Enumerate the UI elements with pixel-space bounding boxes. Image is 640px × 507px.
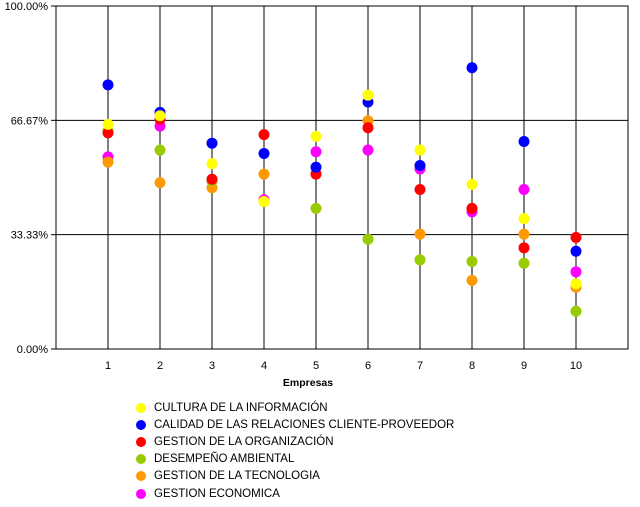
x-tick-label: 9: [521, 360, 527, 372]
data-point: [310, 146, 322, 158]
data-point: [518, 257, 530, 269]
data-point: [102, 127, 114, 139]
legend-item: GESTION ECONOMICA: [136, 485, 280, 502]
data-point: [362, 89, 374, 101]
data-point: [414, 184, 426, 196]
x-tick-label: 8: [469, 360, 475, 372]
legend-item: GESTION DE LA TECNOLOGIA: [136, 468, 320, 485]
data-point: [570, 232, 582, 244]
data-point: [310, 202, 322, 214]
grid-lines: [51, 5, 629, 350]
legend-swatch: [136, 436, 146, 447]
legend-item: CALIDAD DE LAS RELACIONES CLIENTE-PROVEE…: [136, 416, 454, 433]
data-point: [570, 305, 582, 317]
data-point: [258, 147, 270, 159]
y-tick-label: 100.00%: [5, 1, 49, 13]
legend-item: CULTURA DE LA INFORMACIÓN: [136, 399, 328, 416]
data-point: [570, 278, 582, 290]
data-point: [518, 184, 530, 196]
data-point: [570, 245, 582, 257]
plot-area-frame: [55, 5, 629, 350]
data-point: [154, 110, 166, 122]
data-point: [362, 122, 374, 134]
data-point: [310, 130, 322, 142]
data-point: [414, 159, 426, 171]
data-point: [362, 144, 374, 156]
data-point: [102, 79, 114, 91]
data-point: [258, 168, 270, 180]
data-point: [258, 196, 270, 208]
legend-label: CULTURA DE LA INFORMACIÓN: [154, 401, 328, 414]
data-point: [414, 254, 426, 266]
data-point: [518, 242, 530, 254]
y-tick-label: 0.00%: [17, 344, 48, 356]
x-tick-label: 1: [105, 360, 111, 372]
y-tick-label: 33.33%: [11, 230, 49, 242]
x-tick-label: 5: [313, 360, 319, 372]
legend-label: CALIDAD DE LAS RELACIONES CLIENTE-PROVEE…: [154, 418, 455, 431]
legend-swatch: [136, 488, 146, 499]
data-point: [466, 274, 478, 286]
x-tick-label: 2: [157, 360, 163, 372]
legend-swatch: [136, 402, 146, 413]
legend-swatch: [136, 419, 146, 430]
data-point: [154, 144, 166, 156]
data-point: [154, 177, 166, 189]
tick-labels: 1 2 3 4 5 6 7 8 9 100.00%33.33%66.67%100.00%: [5, 1, 583, 372]
legend-item: GESTION DE LA ORGANIZACIÓN: [136, 433, 334, 450]
x-tick-label: 6: [365, 360, 371, 372]
legend-swatch: [136, 454, 146, 465]
legend-label: GESTION ECONOMICA: [154, 487, 280, 500]
data-point: [362, 233, 374, 245]
data-point: [206, 173, 218, 185]
data-point: [466, 62, 478, 74]
data-point: [310, 161, 322, 173]
data-point: [206, 158, 218, 170]
data-point: [466, 256, 478, 268]
legend-label: DESEMPEÑO AMBIENTAL: [154, 453, 295, 466]
x-tick-label: 3: [209, 360, 215, 372]
x-tick-label: 7: [417, 360, 423, 372]
data-point: [414, 144, 426, 156]
data-point: [518, 135, 530, 147]
y-tick-label: 66.67%: [11, 115, 49, 127]
x-axis-title: Empresas: [283, 377, 333, 389]
legend-label: GESTION DE LA ORGANIZACIÓN: [154, 435, 334, 448]
legend-item: DESEMPEÑO AMBIENTAL: [136, 451, 294, 468]
data-point: [466, 178, 478, 190]
data-point: [206, 137, 218, 149]
legend-swatch: [136, 471, 146, 482]
data-point: [466, 202, 478, 214]
x-tick-label: 4: [261, 360, 267, 372]
data-point: [570, 266, 582, 278]
data-points: [102, 62, 582, 317]
x-tick-label: 10: [570, 360, 582, 372]
legend-label: GESTION DE LA TECNOLOGIA: [154, 470, 320, 483]
data-point: [518, 213, 530, 225]
data-point: [258, 129, 270, 141]
data-point: [414, 228, 426, 240]
data-point: [102, 118, 114, 130]
data-point: [102, 156, 114, 168]
data-point: [518, 228, 530, 240]
